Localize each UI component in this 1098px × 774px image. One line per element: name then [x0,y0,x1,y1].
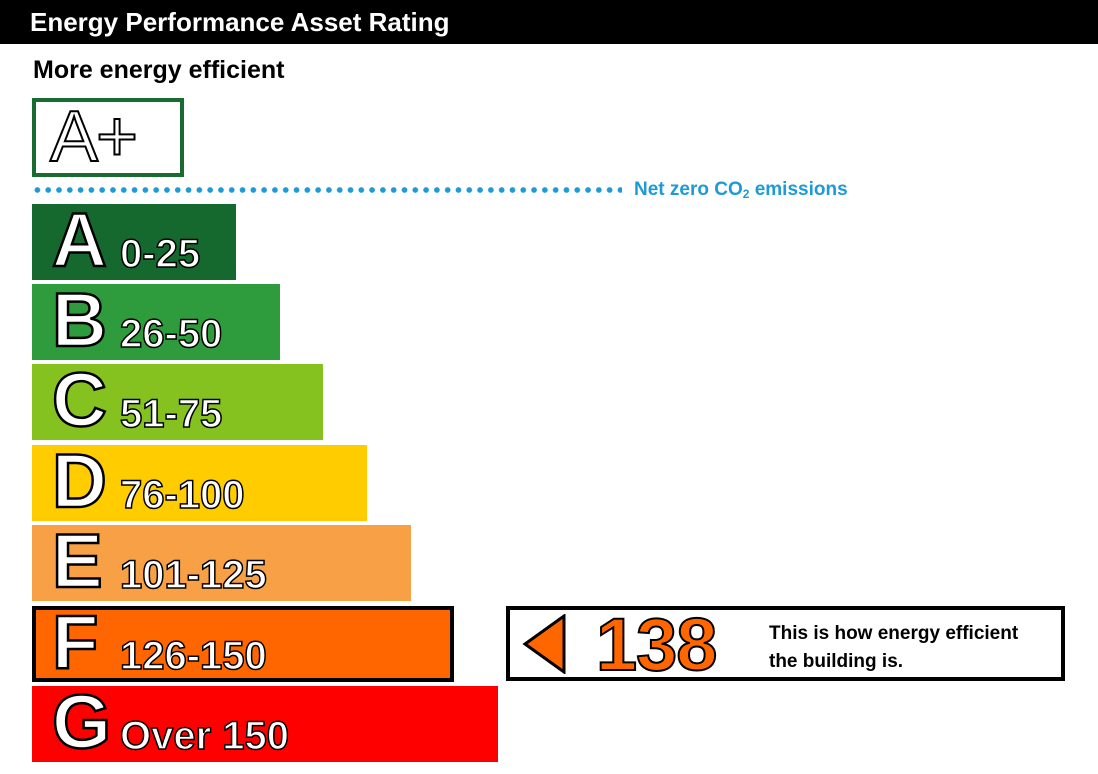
band-letter: E [51,518,104,606]
band-range: 126-150 [119,633,267,679]
aplus-label: A+ [49,96,139,178]
rating-description-line1: This is how energy efficient [769,623,1019,644]
band-letter: A [51,197,108,285]
band-a: A 0-25 [32,197,236,284]
band-letter: C [51,357,108,445]
band-e: E 101-125 [32,518,411,605]
netzero-label: Net zero CO2 emissions [634,179,848,201]
rating-description: This is how energy efficient the buildin… [769,620,1059,676]
band-f: F 126-150 [32,599,454,686]
rating-indicator: 138 This is how energy efficient the bui… [506,603,1065,686]
band-range: 101-125 [119,552,267,598]
band-letter: F [51,599,100,687]
band-letter: G [51,679,113,767]
band-range: 76-100 [119,472,245,518]
band-b: B 26-50 [32,277,280,364]
header-title: Energy Performance Asset Rating [0,0,1098,44]
band-d: D 76-100 [32,438,367,525]
band-letter: B [51,277,108,365]
band-range: 0-25 [119,231,201,277]
more-efficient-label: More energy efficient [33,56,285,84]
band-range: Over 150 [119,713,290,759]
band-c: C 51-75 [32,357,323,444]
band-range: 26-50 [119,311,223,357]
arrow-left-icon [522,614,566,674]
netzero-dotted-line [32,186,622,194]
band-letter: D [51,438,108,526]
rating-value: 138 [595,603,718,686]
band-range: 51-75 [119,391,223,437]
band-g: G Over 150 [32,679,498,766]
aplus-band: A+ [32,96,184,178]
rating-description-line2: the building is. [769,651,904,672]
